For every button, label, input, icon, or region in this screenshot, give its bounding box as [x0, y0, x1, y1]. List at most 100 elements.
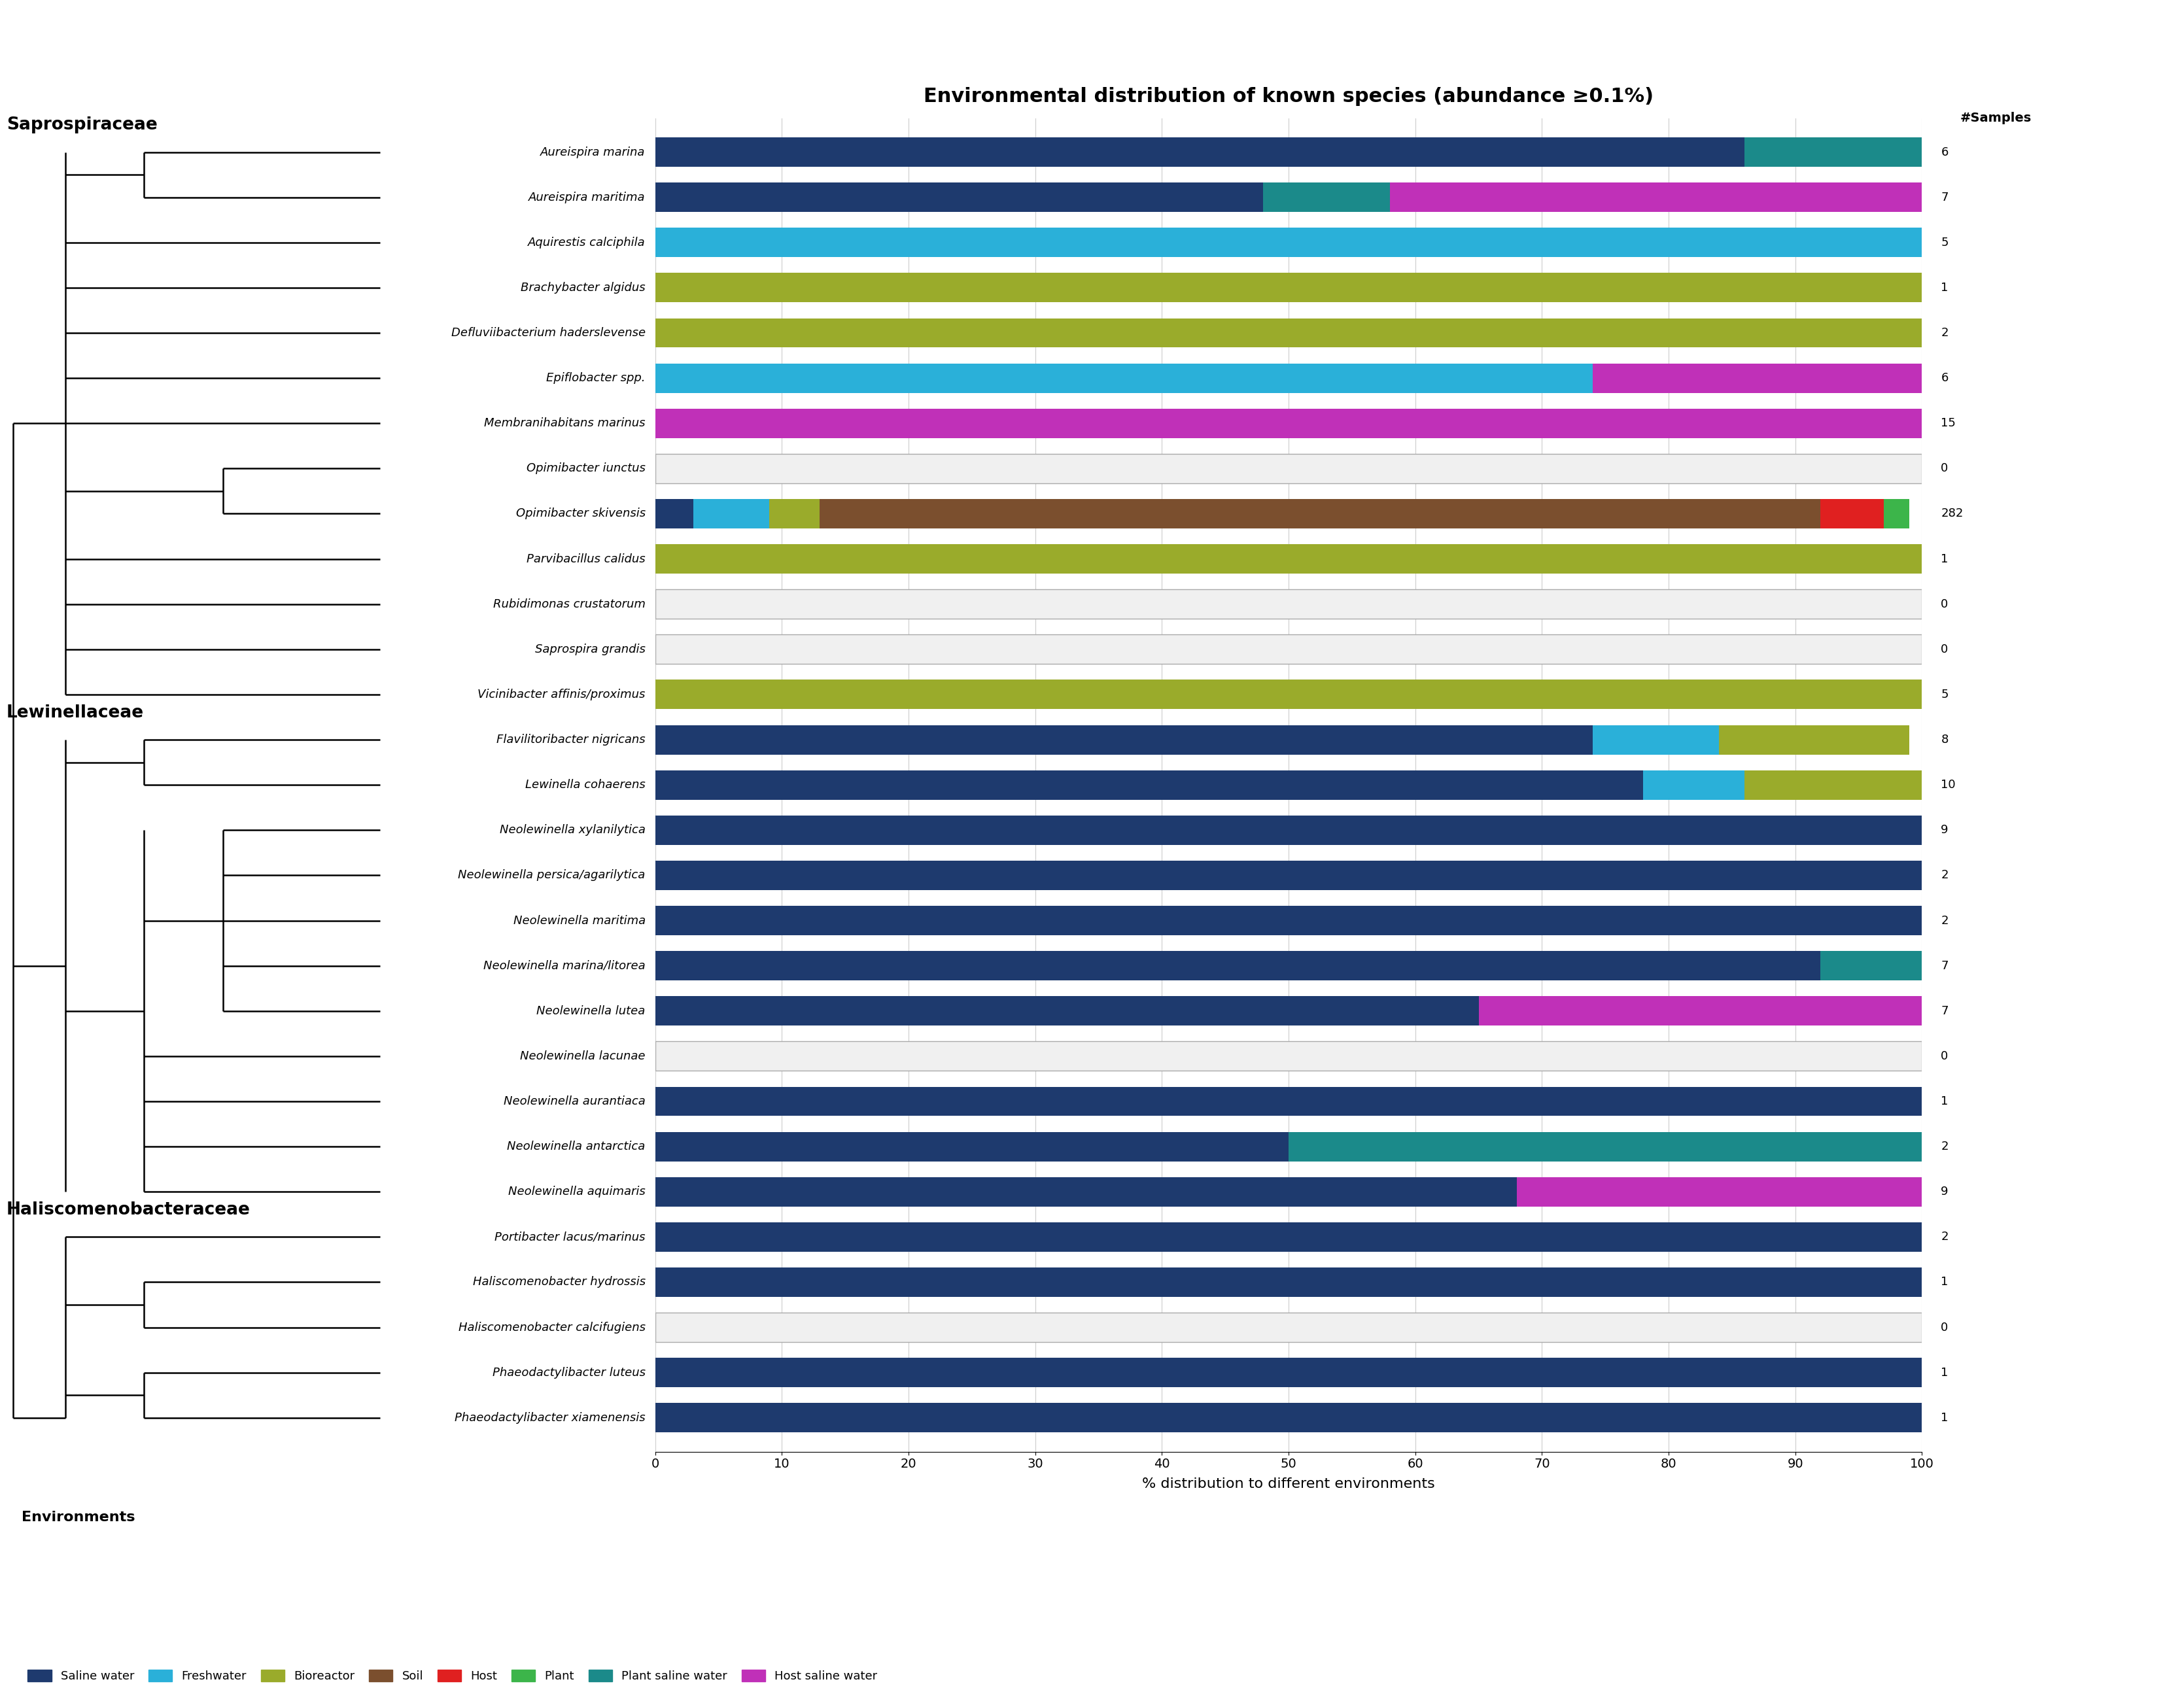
Bar: [655, 1177, 1516, 1207]
Text: Parvibacillus calidus: Parvibacillus calidus: [526, 554, 646, 565]
Text: Haliscomenobacter calcifugiens: Haliscomenobacter calcifugiens: [459, 1322, 646, 1334]
Text: Environments: Environments: [22, 1511, 135, 1524]
Text: 1: 1: [1942, 1411, 1948, 1423]
Text: Neolewinella aurantiaca: Neolewinella aurantiaca: [505, 1096, 646, 1107]
Bar: [655, 1041, 1922, 1070]
Text: 6: 6: [1942, 371, 1948, 383]
Text: Flavilitoribacter nigricans: Flavilitoribacter nigricans: [496, 734, 646, 746]
Text: 1: 1: [1942, 1367, 1948, 1379]
Text: 1: 1: [1942, 554, 1948, 565]
Text: Saprospiraceae: Saprospiraceae: [7, 116, 157, 133]
Bar: [655, 363, 1592, 393]
Bar: [1745, 137, 1922, 167]
Bar: [692, 500, 769, 528]
Bar: [655, 770, 1642, 800]
Bar: [655, 815, 1922, 844]
Text: Epiflobacter spp.: Epiflobacter spp.: [546, 371, 646, 383]
Text: 2: 2: [1942, 869, 1948, 881]
Text: Aureispira maritima: Aureispira maritima: [529, 191, 646, 203]
Bar: [655, 635, 1922, 663]
X-axis label: % distribution to different environments: % distribution to different environments: [1142, 1477, 1435, 1491]
Text: Saprospira grandis: Saprospira grandis: [535, 643, 646, 655]
Text: 5: 5: [1942, 236, 1948, 248]
Text: 2: 2: [1942, 327, 1948, 339]
Bar: [655, 589, 1922, 619]
Text: Neolewinella xylanilytica: Neolewinella xylanilytica: [500, 824, 646, 836]
Text: Opimibacter skivensis: Opimibacter skivensis: [515, 508, 646, 520]
Bar: [655, 996, 1479, 1026]
Bar: [1262, 182, 1389, 213]
Text: Rubidimonas crustatorum: Rubidimonas crustatorum: [494, 598, 646, 609]
Text: Opimibacter iunctus: Opimibacter iunctus: [526, 463, 646, 474]
Text: 282: 282: [1942, 508, 1963, 520]
Title: Environmental distribution of known species (abundance ≥0.1%): Environmental distribution of known spec…: [924, 86, 1653, 106]
Text: 7: 7: [1942, 1004, 1948, 1016]
Bar: [769, 500, 819, 528]
Text: Neolewinella persica/agarilytica: Neolewinella persica/agarilytica: [459, 869, 646, 881]
Text: Neolewinella lacunae: Neolewinella lacunae: [520, 1050, 646, 1062]
Text: 7: 7: [1942, 191, 1948, 203]
Bar: [655, 906, 1922, 935]
Text: 2: 2: [1942, 1231, 1948, 1242]
Bar: [1516, 1177, 1922, 1207]
Text: 1: 1: [1942, 1096, 1948, 1107]
Bar: [1719, 726, 1909, 755]
Bar: [1821, 500, 1885, 528]
Bar: [655, 1133, 1289, 1161]
Bar: [655, 726, 1592, 755]
Text: Lewinellaceae: Lewinellaceae: [7, 704, 144, 721]
Bar: [655, 1313, 1922, 1342]
Bar: [655, 861, 1922, 890]
Bar: [1885, 500, 1909, 528]
Text: 1: 1: [1942, 282, 1948, 294]
Bar: [655, 317, 1922, 348]
Text: Phaeodactylibacter luteus: Phaeodactylibacter luteus: [491, 1367, 646, 1379]
Bar: [655, 1268, 1922, 1296]
Bar: [655, 182, 1262, 213]
Bar: [655, 454, 1922, 483]
Bar: [655, 544, 1922, 574]
Text: 5: 5: [1942, 689, 1948, 701]
Text: Aureispira marina: Aureispira marina: [539, 147, 646, 159]
Text: Portibacter lacus/marinus: Portibacter lacus/marinus: [494, 1231, 646, 1242]
Bar: [819, 500, 1821, 528]
Bar: [655, 137, 1745, 167]
Bar: [1289, 1133, 1922, 1161]
Text: 0: 0: [1942, 598, 1948, 609]
Bar: [655, 273, 1922, 302]
Text: Brachybacter algidus: Brachybacter algidus: [520, 282, 646, 294]
Text: 0: 0: [1942, 1322, 1948, 1334]
Text: Neolewinella marina/litorea: Neolewinella marina/litorea: [483, 960, 646, 972]
Text: Haliscomenobacter hydrossis: Haliscomenobacter hydrossis: [472, 1276, 646, 1288]
Text: Neolewinella antarctica: Neolewinella antarctica: [507, 1141, 646, 1153]
Text: 9: 9: [1942, 1187, 1948, 1198]
Text: Neolewinella maritima: Neolewinella maritima: [513, 915, 646, 927]
Bar: [1821, 950, 1922, 981]
Bar: [655, 228, 1922, 257]
Text: Aquirestis calciphila: Aquirestis calciphila: [529, 236, 646, 248]
Text: Haliscomenobacteraceae: Haliscomenobacteraceae: [7, 1202, 251, 1219]
Bar: [655, 680, 1922, 709]
Text: Vicinibacter affinis/proximus: Vicinibacter affinis/proximus: [478, 689, 646, 701]
Bar: [655, 1087, 1922, 1116]
Text: Defluviibacterium haderslevense: Defluviibacterium haderslevense: [452, 327, 646, 339]
Text: 2: 2: [1942, 1141, 1948, 1153]
Text: 9: 9: [1942, 824, 1948, 836]
Text: 2: 2: [1942, 915, 1948, 927]
Bar: [1642, 770, 1745, 800]
Text: 15: 15: [1942, 417, 1957, 429]
Text: 0: 0: [1942, 643, 1948, 655]
Text: 1: 1: [1942, 1276, 1948, 1288]
Bar: [1592, 363, 1922, 393]
Bar: [1479, 996, 1922, 1026]
Text: 0: 0: [1942, 463, 1948, 474]
Text: 0: 0: [1942, 1050, 1948, 1062]
Bar: [655, 1357, 1922, 1388]
Bar: [1745, 770, 1922, 800]
Text: 10: 10: [1942, 780, 1955, 790]
Bar: [655, 950, 1821, 981]
Text: 7: 7: [1942, 960, 1948, 972]
Text: Neolewinella lutea: Neolewinella lutea: [537, 1004, 646, 1016]
Text: Lewinella cohaerens: Lewinella cohaerens: [524, 780, 646, 790]
Bar: [655, 1403, 1922, 1433]
